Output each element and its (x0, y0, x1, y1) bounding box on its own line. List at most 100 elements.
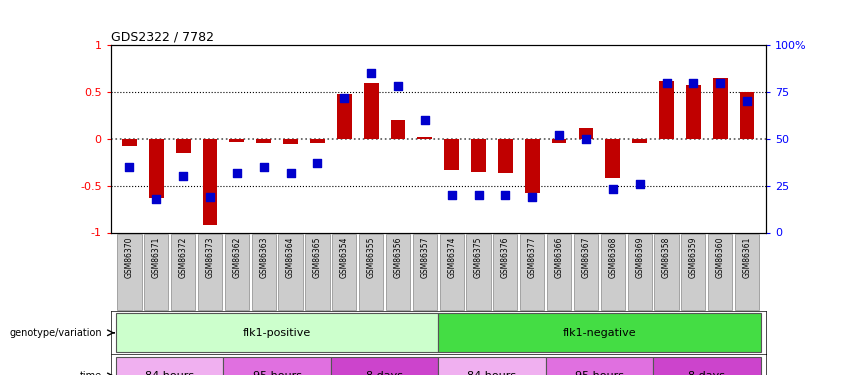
FancyBboxPatch shape (252, 234, 276, 310)
FancyBboxPatch shape (306, 234, 329, 310)
Point (445, 192, 459, 198)
Bar (256, 139, 271, 144)
Bar (551, 139, 567, 142)
Bar (418, 137, 432, 139)
Text: GSM86359: GSM86359 (689, 237, 698, 278)
Text: GSM86364: GSM86364 (286, 237, 295, 278)
FancyBboxPatch shape (171, 234, 195, 310)
Point (391, 83, 405, 89)
Bar (283, 139, 298, 144)
Bar (310, 139, 325, 142)
Bar (337, 94, 351, 139)
FancyBboxPatch shape (116, 314, 438, 352)
Text: GSM86363: GSM86363 (260, 237, 268, 278)
Point (364, 70, 378, 76)
FancyBboxPatch shape (653, 357, 761, 375)
Bar (149, 139, 163, 198)
FancyBboxPatch shape (278, 234, 303, 310)
Text: 84 hours: 84 hours (467, 371, 517, 375)
Bar (740, 92, 755, 139)
Point (740, 98, 754, 104)
Text: flk1-negative: flk1-negative (563, 328, 637, 338)
FancyBboxPatch shape (144, 234, 168, 310)
Point (633, 181, 647, 187)
Text: GDS2322 / 7782: GDS2322 / 7782 (111, 31, 214, 44)
FancyBboxPatch shape (682, 234, 705, 310)
Bar (713, 78, 728, 139)
Point (283, 170, 297, 176)
FancyBboxPatch shape (466, 234, 491, 310)
FancyBboxPatch shape (708, 234, 733, 310)
Bar (498, 139, 513, 173)
FancyBboxPatch shape (386, 234, 410, 310)
FancyBboxPatch shape (545, 357, 653, 375)
Point (580, 136, 593, 142)
FancyBboxPatch shape (331, 357, 438, 375)
Text: genotype/variation: genotype/variation (9, 328, 102, 338)
Point (713, 80, 727, 86)
Point (257, 164, 271, 170)
Bar (686, 86, 700, 139)
FancyBboxPatch shape (601, 234, 625, 310)
Bar (230, 139, 244, 142)
Text: GSM86373: GSM86373 (205, 237, 214, 278)
Bar (391, 120, 405, 139)
FancyBboxPatch shape (225, 234, 249, 310)
FancyBboxPatch shape (438, 357, 545, 375)
Point (525, 194, 539, 200)
Text: GSM86365: GSM86365 (313, 237, 322, 278)
Text: 84 hours: 84 hours (146, 371, 194, 375)
Text: GSM86362: GSM86362 (232, 237, 242, 278)
Point (499, 192, 512, 198)
FancyBboxPatch shape (359, 234, 383, 310)
FancyBboxPatch shape (574, 234, 598, 310)
Text: 95 hours: 95 hours (575, 371, 624, 375)
FancyBboxPatch shape (627, 234, 652, 310)
Text: GSM86372: GSM86372 (179, 237, 187, 278)
FancyBboxPatch shape (440, 234, 464, 310)
Text: 95 hours: 95 hours (253, 371, 301, 375)
Bar (525, 139, 540, 193)
Text: 8 days: 8 days (688, 371, 725, 375)
Text: GSM86360: GSM86360 (716, 237, 725, 278)
Point (203, 194, 217, 200)
Text: GSM86356: GSM86356 (393, 237, 403, 278)
Text: 8 days: 8 days (366, 371, 403, 375)
Bar (122, 139, 137, 146)
Point (338, 94, 351, 100)
Point (606, 186, 620, 192)
Point (687, 80, 700, 86)
FancyBboxPatch shape (654, 234, 678, 310)
Text: GSM86370: GSM86370 (125, 237, 134, 278)
Point (660, 80, 673, 86)
Bar (363, 82, 379, 139)
Text: GSM86361: GSM86361 (743, 237, 751, 278)
Bar (632, 139, 647, 142)
FancyBboxPatch shape (116, 357, 224, 375)
FancyBboxPatch shape (224, 357, 331, 375)
Text: GSM86358: GSM86358 (662, 237, 671, 278)
Text: GSM86368: GSM86368 (608, 237, 617, 278)
Bar (579, 128, 593, 139)
Point (150, 196, 163, 202)
Text: GSM86375: GSM86375 (474, 237, 483, 278)
Text: GSM86367: GSM86367 (581, 237, 591, 278)
FancyBboxPatch shape (494, 234, 517, 310)
Point (230, 170, 243, 176)
FancyBboxPatch shape (332, 234, 357, 310)
Point (123, 164, 136, 170)
FancyBboxPatch shape (117, 234, 141, 310)
FancyBboxPatch shape (547, 234, 571, 310)
Text: time: time (80, 371, 102, 375)
Bar (176, 139, 191, 153)
Text: GSM86369: GSM86369 (635, 237, 644, 278)
Text: GSM86376: GSM86376 (501, 237, 510, 278)
Bar (605, 139, 620, 178)
Text: GSM86354: GSM86354 (340, 237, 349, 278)
Text: GSM86371: GSM86371 (151, 237, 161, 278)
Text: GSM86377: GSM86377 (528, 237, 537, 278)
Text: GSM86374: GSM86374 (447, 237, 456, 278)
Point (176, 173, 190, 179)
Text: flk1-positive: flk1-positive (243, 328, 311, 338)
Bar (203, 139, 217, 225)
